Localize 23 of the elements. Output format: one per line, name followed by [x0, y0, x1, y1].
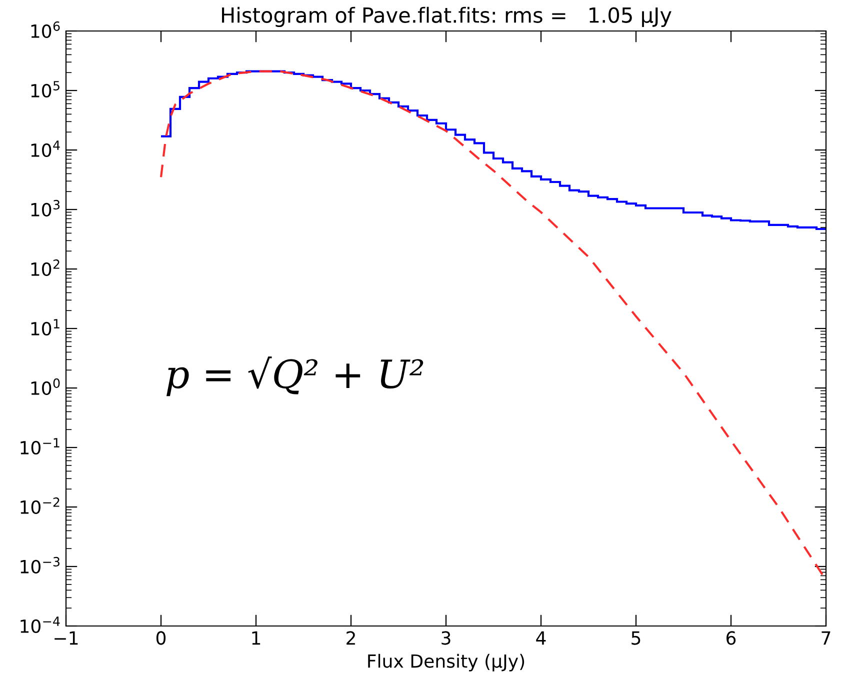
y-tick-label: 10$^{4}$	[31, 140, 60, 157]
x-tick-label: 3	[442, 631, 450, 645]
y-tick-label: 10$^{−1}$	[20, 438, 60, 454]
x-tick-label: 2	[346, 631, 355, 645]
y-tick-label: 10$^{0}$	[31, 378, 60, 395]
y-tick-label: 10$^{5}$	[31, 81, 60, 98]
x-tick-label: −1	[54, 631, 78, 645]
x-tick-label: 5	[632, 631, 640, 645]
y-tick-label: 10$^{−3}$	[20, 556, 60, 574]
y-tick-label: 10$^{2}$	[31, 259, 60, 276]
annotation: p = √Q² + U²	[166, 356, 424, 396]
x-axis-title: Flux Density (μJy)	[368, 654, 524, 672]
y-tick-label: 10$^{−2}$	[20, 497, 60, 514]
y-tick-label: 10$^{1}$	[31, 319, 60, 336]
y-tick-label: 10$^{3}$	[31, 200, 60, 216]
x-tick-label: 1	[252, 631, 260, 645]
x-tick-label: 4	[536, 631, 546, 645]
x-tick-label: 0	[156, 631, 166, 645]
x-tick-label: 7	[822, 631, 830, 645]
chart-title: Histogram of Pave.flat.fits: rms = 1.05 μJy	[222, 6, 672, 27]
y-tick-label: 10$^{6}$	[31, 21, 60, 38]
x-tick-label: 6	[726, 631, 736, 645]
y-tick-label: 10$^{−4}$	[20, 616, 60, 633]
